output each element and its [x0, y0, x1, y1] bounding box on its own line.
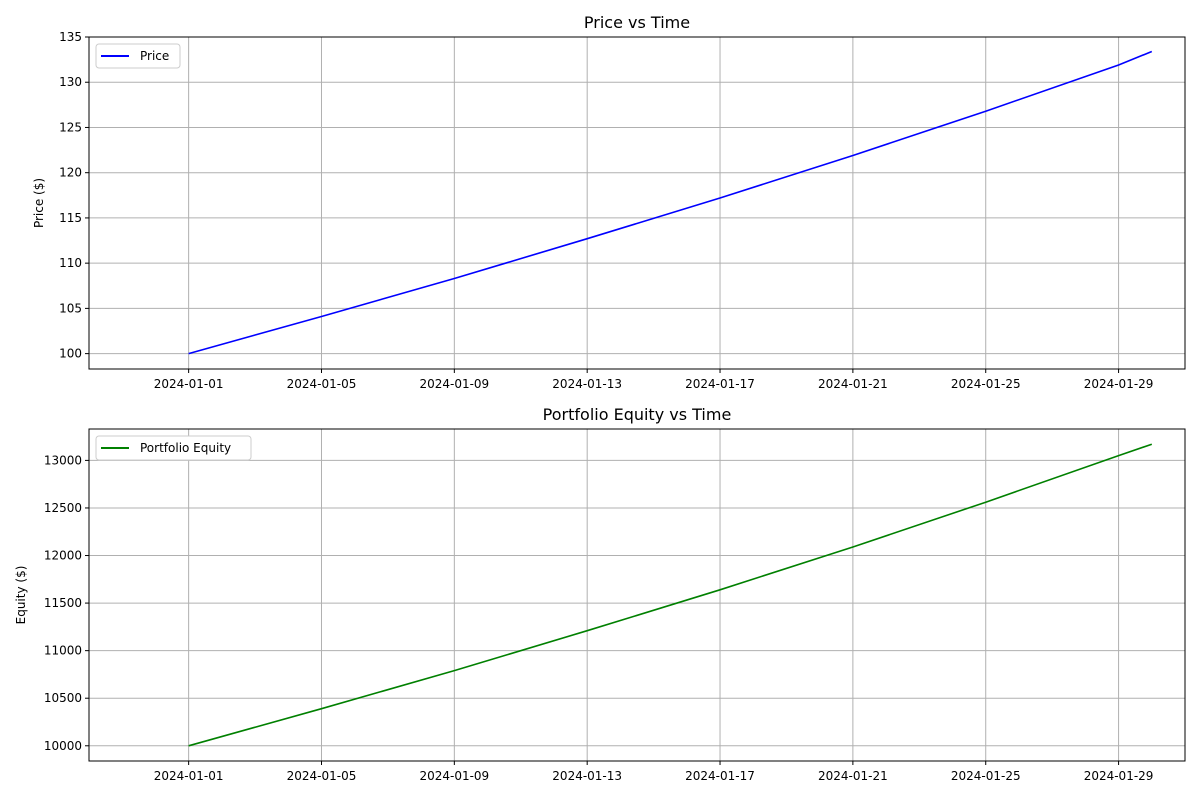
price-chart-grid [89, 36, 1185, 369]
equity-y-tick-label: 11500 [44, 596, 82, 610]
equity-y-tick-label: 10000 [44, 739, 82, 753]
equity-chart-series [188, 443, 1153, 747]
equity-chart-legend-box [95, 435, 252, 461]
equity-x-tick-label: 2024-01-25 [951, 769, 1021, 783]
equity-y-tick-label: 12000 [44, 549, 82, 563]
equity-legend-label: Portfolio Equity [140, 441, 231, 455]
equity-x-tick-label: 2024-01-09 [419, 769, 489, 783]
equity-y-tick-label: 13000 [44, 453, 82, 467]
equity-chart-ylabel: Equity ($) [14, 566, 28, 625]
price-chart-ylabel: Price ($) [32, 178, 46, 228]
equity-chart-grid [89, 429, 1185, 761]
price-y-tick-label: 135 [59, 30, 82, 44]
equity-x-tick-label: 2024-01-13 [552, 769, 622, 783]
price-x-tick-label: 2024-01-05 [287, 377, 357, 391]
price-chart-legend: Price [95, 43, 181, 69]
price-chart-frame [88, 36, 1186, 370]
price-series-line [188, 50, 1153, 355]
price-y-tick-label: 105 [59, 301, 82, 315]
equity-y-tick-label: 12500 [44, 501, 82, 515]
equity-chart-frame [88, 428, 1186, 762]
equity-x-tick-label: 2024-01-21 [818, 769, 888, 783]
equity-x-tick-label: 2024-01-05 [287, 769, 357, 783]
equity-chart: Portfolio Equity vs Time Equity ($) 2024… [14, 405, 1186, 783]
price-y-tick-label: 115 [59, 211, 82, 225]
equity-series-line [188, 443, 1153, 747]
price-x-tick-label: 2024-01-25 [951, 377, 1021, 391]
price-y-tick-label: 130 [59, 75, 82, 89]
price-x-tick-label: 2024-01-21 [818, 377, 888, 391]
price-chart-y-axis: 100 105 110 115 120 125 130 135 [59, 30, 89, 361]
price-chart-series [188, 50, 1153, 355]
equity-x-tick-label: 2024-01-01 [154, 769, 224, 783]
equity-chart-y-axis: 10000 10500 11000 11500 12000 12500 13000 [44, 453, 89, 753]
price-y-tick-label: 100 [59, 347, 82, 361]
price-chart-title: Price vs Time [584, 13, 690, 32]
price-x-tick-label: 2024-01-13 [552, 377, 622, 391]
price-chart-legend-box [95, 43, 181, 69]
price-chart: Price vs Time Price ($) 2024-01-01 2024-0… [32, 13, 1186, 391]
price-legend-label: Price [140, 49, 169, 63]
equity-y-tick-label: 10500 [44, 691, 82, 705]
price-y-tick-label: 120 [59, 166, 82, 180]
price-chart-x-axis: 2024-01-01 2024-01-05 2024-01-09 2024-01-13… [154, 369, 1154, 391]
price-x-tick-label: 2024-01-29 [1084, 377, 1154, 391]
equity-y-tick-label: 11000 [44, 644, 82, 658]
equity-chart-title: Portfolio Equity vs Time [543, 405, 732, 424]
price-x-tick-label: 2024-01-17 [685, 377, 755, 391]
equity-x-tick-label: 2024-01-29 [1084, 769, 1154, 783]
equity-chart-x-axis: 2024-01-01 2024-01-05 2024-01-09 2024-01-13… [154, 761, 1154, 783]
equity-x-tick-label: 2024-01-17 [685, 769, 755, 783]
price-y-tick-label: 125 [59, 120, 82, 134]
price-y-tick-label: 110 [59, 256, 82, 270]
price-x-tick-label: 2024-01-09 [419, 377, 489, 391]
equity-chart-legend: Portfolio Equity [95, 435, 252, 461]
price-x-tick-label: 2024-01-01 [154, 377, 224, 391]
